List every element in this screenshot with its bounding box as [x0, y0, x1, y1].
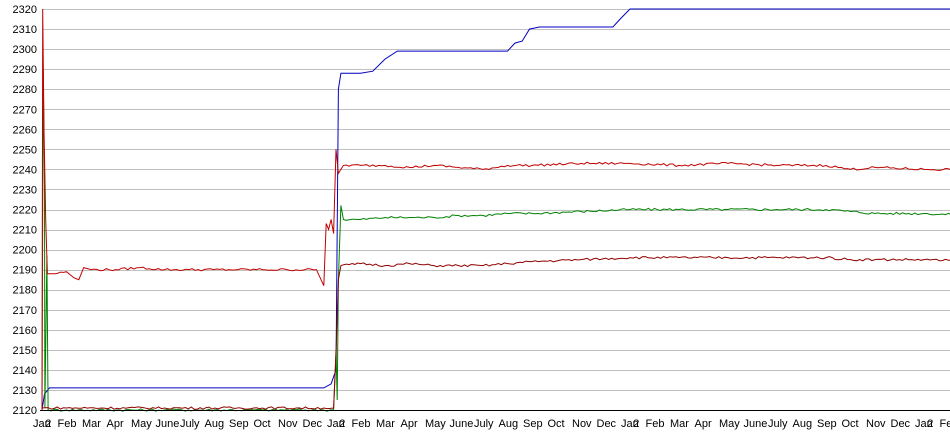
x-tick-label: Jan [621, 418, 639, 430]
x-tick-label: Oct [842, 418, 859, 430]
y-tick-label: 2130 [13, 385, 37, 397]
x-tick-label: June [744, 418, 768, 430]
y-tick-label: 2150 [13, 345, 37, 357]
series-line-1 [41, 8, 950, 411]
x-tick-label: Oct [548, 418, 565, 430]
x-tick-label: 2 [633, 418, 639, 430]
series-line-2 [41, 69, 950, 412]
x-tick-label: Apr [401, 418, 418, 430]
x-tick-label: Mar [376, 418, 395, 430]
x-tick-label: June [156, 418, 180, 430]
x-tick-label: Nov [866, 418, 886, 430]
y-axis-ticks: 2120 2130 2140 2150 2160 2170 2180 2190 2200 2210… [13, 4, 37, 417]
x-tick-label: Sep [229, 418, 249, 430]
y-tick-label: 2160 [13, 325, 37, 337]
y-tick-label: 2270 [13, 104, 37, 116]
x-tick-label: Feb [940, 418, 950, 430]
x-tick-label: Nov [572, 418, 592, 430]
y-tick-label: 2230 [13, 184, 37, 196]
x-tick-label: Sep [817, 418, 837, 430]
x-tick-label: 2 [927, 418, 933, 430]
x-tick-label: Aug [205, 418, 225, 430]
x-tick-label: May [425, 418, 446, 430]
y-tick-label: 2200 [13, 245, 37, 257]
x-tick-label: Apr [107, 418, 124, 430]
x-tick-label: Oct [254, 418, 271, 430]
x-tick-label: May [131, 418, 152, 430]
x-tick-label: 2 [339, 418, 345, 430]
y-tick-label: 2210 [13, 225, 37, 237]
x-tick-label: Aug [793, 418, 813, 430]
x-tick-label: 2 [45, 418, 51, 430]
x-tick-label: Jan [915, 418, 933, 430]
x-tick-label: July [180, 418, 200, 430]
x-tick-label: Feb [352, 418, 371, 430]
y-tick-label: 2140 [13, 365, 37, 377]
y-tick-label: 2300 [13, 44, 37, 56]
x-tick-label: Apr [695, 418, 712, 430]
y-tick-label: 2220 [13, 205, 37, 217]
gridlines [42, 9, 950, 391]
y-tick-label: 2120 [13, 405, 37, 417]
y-tick-label: 2320 [13, 4, 37, 16]
x-tick-label: July [474, 418, 494, 430]
y-tick-label: 2180 [13, 285, 37, 297]
series-line-4 [41, 255, 950, 410]
x-tick-label: Aug [499, 418, 519, 430]
x-tick-label: Sep [523, 418, 543, 430]
y-tick-label: 2290 [13, 64, 37, 76]
series-line-3 [41, 8, 950, 411]
x-tick-label: Nov [278, 418, 298, 430]
y-tick-label: 2190 [13, 265, 37, 277]
y-tick-label: 2250 [13, 144, 37, 156]
x-tick-label: Dec [891, 418, 911, 430]
x-tick-label: June [450, 418, 474, 430]
x-tick-label: May [719, 418, 740, 430]
x-tick-label: Dec [303, 418, 323, 430]
y-tick-label: 2260 [13, 124, 37, 136]
y-tick-label: 2240 [13, 164, 37, 176]
x-tick-label: Feb [646, 418, 665, 430]
x-tick-label: Mar [82, 418, 101, 430]
x-tick-label: July [768, 418, 788, 430]
x-tick-label: Feb [58, 418, 77, 430]
x-tick-label: Mar [670, 418, 689, 430]
x-tick-label: Jan [33, 418, 51, 430]
y-tick-label: 2310 [13, 24, 37, 36]
x-tick-label: Dec [597, 418, 617, 430]
x-tick-label: Jan [327, 418, 345, 430]
y-tick-label: 2170 [13, 305, 37, 317]
y-tick-label: 2280 [13, 84, 37, 96]
